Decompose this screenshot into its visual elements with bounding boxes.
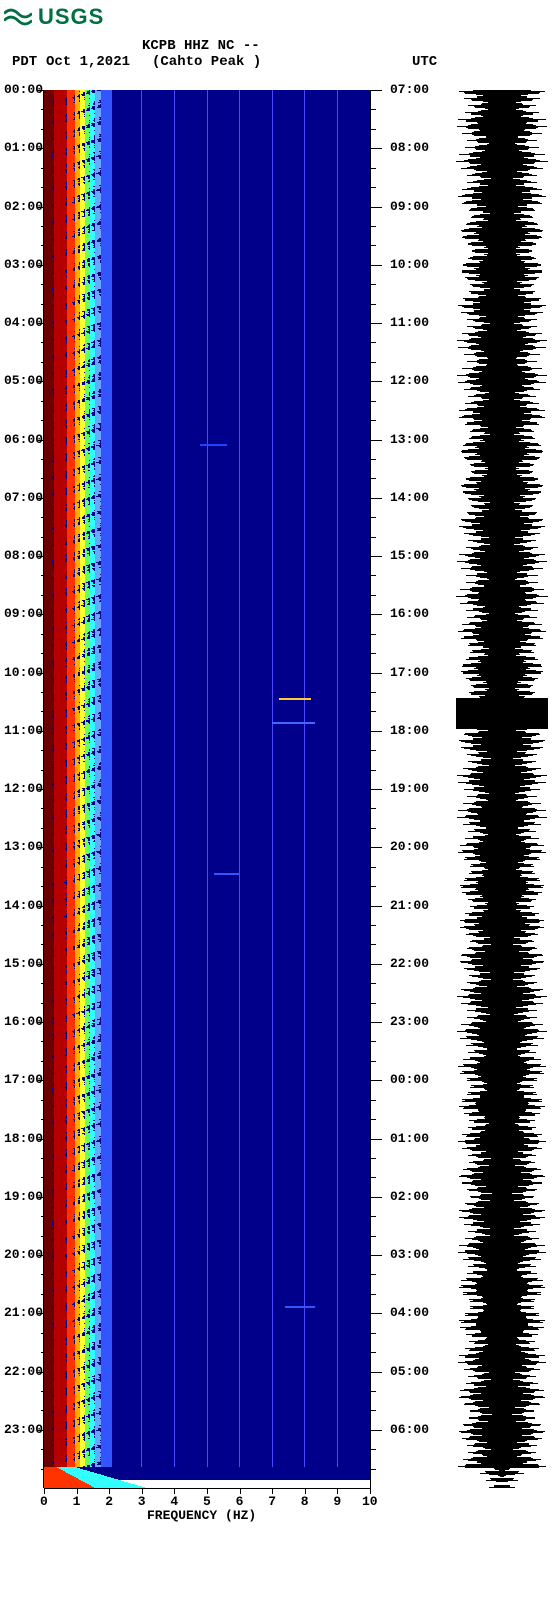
left-time-label: 03:00: [4, 257, 43, 272]
right-time-label: 01:00: [390, 1131, 429, 1146]
right-time-label: 18:00: [390, 723, 429, 738]
left-time-label: 04:00: [4, 315, 43, 330]
left-time-label: 20:00: [4, 1247, 43, 1262]
right-time-label: 07:00: [390, 82, 429, 97]
right-time-label: 14:00: [390, 490, 429, 505]
x-tick-label: 8: [301, 1494, 309, 1509]
right-time-label: 13:00: [390, 432, 429, 447]
left-time-label: 14:00: [4, 898, 43, 913]
right-time-label: 21:00: [390, 898, 429, 913]
x-tick-label: 7: [268, 1494, 276, 1509]
x-tick-label: 1: [73, 1494, 81, 1509]
x-tick-label: 2: [105, 1494, 113, 1509]
left-time-label: 06:00: [4, 432, 43, 447]
left-time-label: 22:00: [4, 1364, 43, 1379]
right-time-label: 11:00: [390, 315, 429, 330]
right-time-label: 08:00: [390, 140, 429, 155]
x-tick-label: 10: [362, 1494, 378, 1509]
left-time-label: 15:00: [4, 956, 43, 971]
right-time-label: 02:00: [390, 1189, 429, 1204]
page: USGS KCPB HHZ NC -- (Cahto Peak ) PDT Oc…: [0, 0, 552, 1613]
x-tick-label: 3: [138, 1494, 146, 1509]
left-time-label: 10:00: [4, 665, 43, 680]
waveform: [456, 90, 548, 1488]
right-time-label: 20:00: [390, 839, 429, 854]
left-time-label: 02:00: [4, 199, 43, 214]
x-tick-label: 9: [333, 1494, 341, 1509]
left-time-label: 07:00: [4, 490, 43, 505]
x-tick-label: 4: [170, 1494, 178, 1509]
right-time-label: 04:00: [390, 1305, 429, 1320]
left-time-label: 09:00: [4, 606, 43, 621]
left-time-label: 18:00: [4, 1131, 43, 1146]
left-time-label: 08:00: [4, 548, 43, 563]
left-time-label: 19:00: [4, 1189, 43, 1204]
right-time-label: 10:00: [390, 257, 429, 272]
left-time-label: 05:00: [4, 373, 43, 388]
x-axis-title: FREQUENCY (HZ): [147, 1508, 256, 1523]
right-time-label: 12:00: [390, 373, 429, 388]
x-tick-label: 6: [236, 1494, 244, 1509]
left-time-label: 13:00: [4, 839, 43, 854]
left-time-label: 00:00: [4, 82, 43, 97]
x-tick-label: 0: [40, 1494, 48, 1509]
right-time-label: 22:00: [390, 956, 429, 971]
right-time-label: 23:00: [390, 1014, 429, 1029]
spectrogram-hook: [44, 1467, 370, 1488]
left-time-label: 21:00: [4, 1305, 43, 1320]
left-time-label: 17:00: [4, 1072, 43, 1087]
right-time-label: 05:00: [390, 1364, 429, 1379]
right-time-label: 16:00: [390, 606, 429, 621]
usgs-logo: USGS: [4, 4, 104, 30]
right-time-label: 19:00: [390, 781, 429, 796]
right-time-label: 15:00: [390, 548, 429, 563]
right-time-label: 17:00: [390, 665, 429, 680]
usgs-logo-text: USGS: [38, 4, 104, 30]
tz-right: UTC: [412, 54, 552, 70]
spectrogram: [44, 90, 370, 1488]
left-time-label: 11:00: [4, 723, 43, 738]
right-time-label: 09:00: [390, 199, 429, 214]
left-time-label: 12:00: [4, 781, 43, 796]
right-time-label: 06:00: [390, 1422, 429, 1437]
left-time-label: 01:00: [4, 140, 43, 155]
wave-icon: [4, 6, 32, 28]
left-time-label: 23:00: [4, 1422, 43, 1437]
right-time-label: 00:00: [390, 1072, 429, 1087]
x-tick-label: 5: [203, 1494, 211, 1509]
right-time-label: 03:00: [390, 1247, 429, 1262]
station-line: KCPB HHZ NC --: [142, 38, 552, 54]
left-time-label: 16:00: [4, 1014, 43, 1029]
